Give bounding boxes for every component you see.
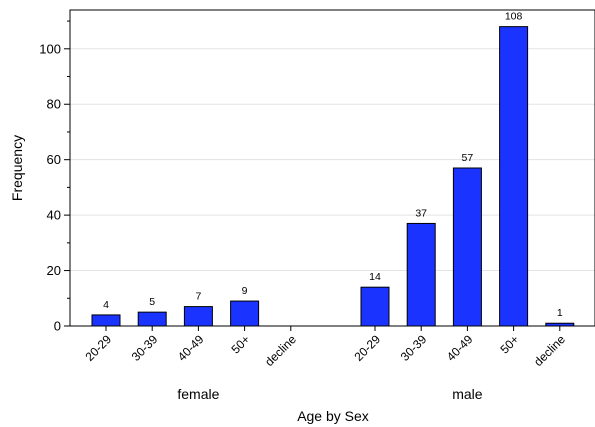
- group-label: female: [177, 386, 219, 402]
- y-tick-label: 100: [39, 41, 61, 56]
- bar: [91, 314, 121, 327]
- x-tick-label: decline: [262, 332, 299, 369]
- bar: [360, 286, 390, 327]
- x-tick-label: 40-49: [175, 332, 207, 364]
- bar: [183, 306, 213, 327]
- bars: [91, 26, 575, 327]
- data-label: 57: [462, 152, 474, 164]
- x-tick-label: 20-29: [83, 332, 115, 364]
- data-label: 108: [505, 11, 523, 23]
- x-tick-label: 30-39: [129, 332, 161, 364]
- y-tick-label: 0: [54, 319, 61, 334]
- plot-frame: [69, 9, 595, 327]
- bar: [137, 311, 167, 327]
- x-tick-label: 50+: [497, 332, 521, 356]
- data-label: 5: [149, 296, 155, 308]
- y-axis: 0 20 40 60 80 100: [39, 20, 70, 334]
- x-axis: 20-29 30-39 40-49 50+ decline female 20-29 30-3…: [83, 326, 568, 402]
- bar: [452, 167, 482, 327]
- bar: [499, 26, 529, 327]
- data-label: 1: [557, 307, 563, 319]
- bar: [406, 222, 436, 327]
- x-tick-label: 20-29: [352, 332, 384, 364]
- x-tick-label: decline: [531, 332, 568, 369]
- x-axis-label: Age by Sex: [297, 408, 369, 424]
- y-tick-label: 40: [47, 208, 61, 223]
- y-tick-label: 60: [47, 152, 61, 167]
- y-axis-label: Frequency: [9, 135, 25, 201]
- x-tick-label: 40-49: [444, 332, 476, 364]
- bar: [230, 300, 260, 327]
- y-tick-label: 20: [47, 263, 61, 278]
- data-label: 9: [242, 285, 248, 297]
- data-label: 4: [103, 299, 109, 311]
- data-label: 7: [195, 291, 201, 303]
- group-label: male: [452, 386, 483, 402]
- y-tick-label: 80: [47, 97, 61, 112]
- data-label: 37: [415, 207, 427, 219]
- x-tick-label: 30-39: [398, 332, 430, 364]
- x-tick-label: 50+: [228, 332, 252, 356]
- data-label: 14: [369, 271, 381, 283]
